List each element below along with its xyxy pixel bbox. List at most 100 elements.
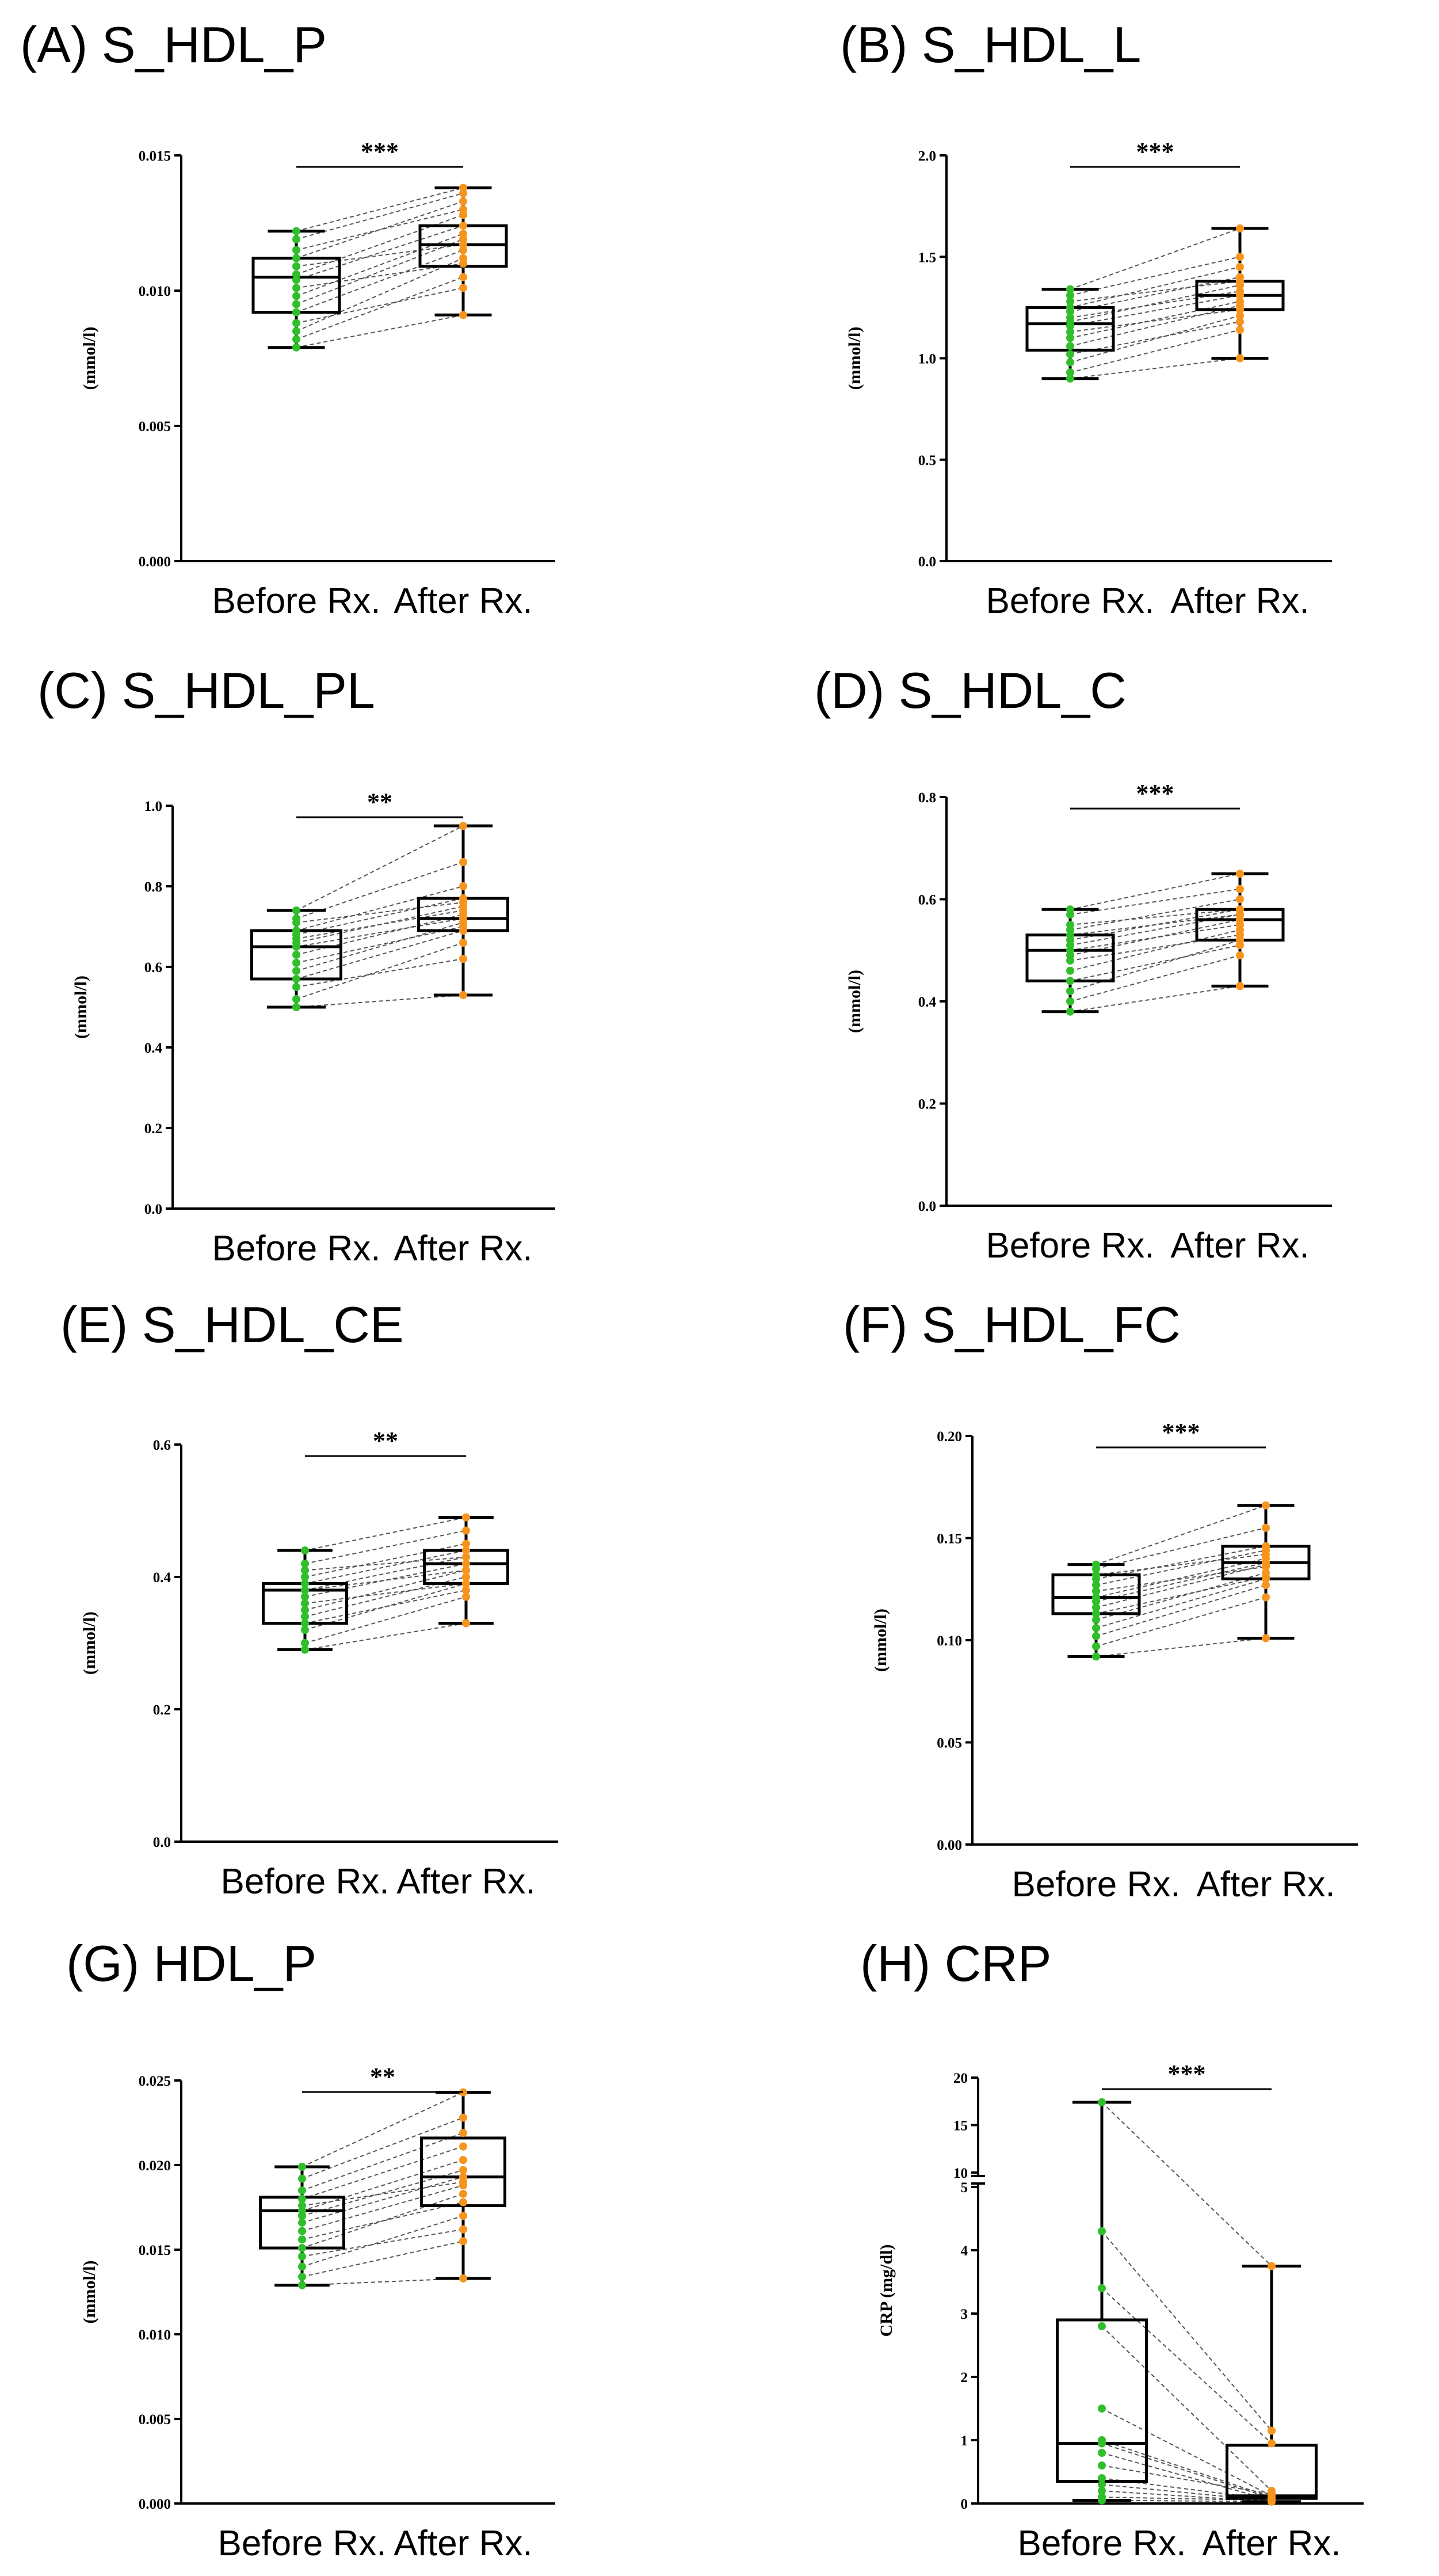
point-before (301, 1606, 309, 1614)
y-tick-label: 0.6 (144, 960, 162, 975)
y-axis-label: (mmol/l) (871, 1609, 890, 1672)
point-after (459, 241, 467, 249)
paired-line (301, 2159, 464, 2212)
point-after (459, 906, 467, 914)
paired-line (296, 942, 464, 1000)
point-after (459, 2189, 467, 2198)
point-before (298, 2273, 306, 2281)
point-before (1098, 2227, 1106, 2235)
paired-line (1101, 2440, 1272, 2498)
paired-line (304, 1596, 467, 1644)
point-before (298, 2201, 306, 2210)
point-after (459, 2274, 467, 2282)
paired-line (296, 200, 464, 259)
y-tick-label: 0.0 (144, 1202, 162, 1217)
paired-line (296, 918, 464, 947)
paired-line (301, 2091, 464, 2167)
panel-title: (C) S_HDL_PL (37, 662, 375, 719)
point-before (1066, 297, 1074, 306)
panel-d: (D) S_HDL_C 0.0 0.2 0.4 0.6 0.8 (mmol/l) Before… (719, 639, 1438, 1278)
point-after (1262, 1542, 1270, 1550)
point-after (1268, 2426, 1276, 2435)
y-axis-label: CRP (mg/dl) (877, 2245, 896, 2337)
point-after (1236, 326, 1244, 334)
y-tick-label: 0.6 (918, 893, 936, 908)
point-before (1092, 1581, 1100, 1590)
y-tick-label: 0.8 (144, 879, 162, 895)
point-before (1066, 334, 1074, 342)
point-before (1066, 997, 1074, 1005)
paired-line (1096, 1578, 1266, 1629)
point-before (292, 1003, 300, 1011)
panel-title: (F) S_HDL_FC (843, 1296, 1181, 1353)
point-after (459, 882, 467, 890)
y-tick-label: 0.0 (918, 1199, 936, 1214)
box-iqr (1056, 2318, 1148, 2483)
paired-line (1070, 329, 1240, 374)
paired-line (304, 1622, 467, 1651)
point-after (459, 898, 467, 906)
chart-svg: (H) CRP 0 1 2 3 4 510 15 20 CRP (mg/dl) Before Rx.… (860, 1935, 1364, 2563)
point-before (292, 292, 300, 300)
point-before (1092, 1593, 1100, 1602)
paired-line (1070, 276, 1240, 313)
y-tick-label: 4 (961, 2243, 968, 2259)
paired-line (304, 1550, 467, 1584)
paired-line (296, 187, 464, 232)
paired-line (1101, 2231, 1272, 2432)
point-before (292, 914, 300, 923)
x-category-label: Before Rx. (1012, 1865, 1181, 1904)
paired-line (296, 276, 464, 340)
paired-line (1070, 300, 1240, 339)
y-tick-label: 2 (961, 2370, 968, 2386)
y-tick-label: 1.5 (918, 250, 936, 265)
x-category-label: Before Rx. (1018, 2524, 1186, 2563)
x-category-label: After Rx. (1170, 581, 1309, 621)
y-tick-label: 0.4 (153, 1570, 171, 1586)
point-before (1098, 2461, 1106, 2470)
point-before (301, 1626, 309, 1634)
point-after (462, 1560, 470, 1568)
point-after (459, 914, 467, 923)
paired-line (301, 2215, 464, 2268)
point-after (1236, 982, 1244, 990)
paired-line (1070, 280, 1240, 302)
point-after (462, 1566, 470, 1575)
y-axis-label: (mmol/l) (80, 327, 99, 390)
paired-line (1070, 295, 1240, 327)
point-after (459, 2198, 467, 2207)
point-before (298, 2174, 306, 2183)
paired-line (1070, 914, 1240, 936)
point-after (459, 2142, 467, 2151)
paired-line (296, 930, 464, 980)
y-tick-label: 1.0 (144, 799, 162, 814)
point-before (301, 1619, 309, 1628)
chart-svg: (C) S_HDL_PL 0.0 0.2 0.4 0.6 0.8 1.0 (mmol/l) Be… (37, 662, 555, 1268)
paired-line (296, 898, 464, 935)
point-after (462, 1539, 470, 1548)
point-before (298, 2186, 306, 2195)
point-before (1066, 966, 1074, 975)
point-after (459, 2212, 467, 2220)
paired-line (301, 2146, 464, 2200)
significance-label: *** (1162, 1418, 1200, 1446)
point-before (301, 1586, 309, 1594)
paired-line (296, 886, 464, 931)
x-category-label: After Rx. (394, 1229, 532, 1268)
paired-line (1096, 1562, 1266, 1602)
point-before (1066, 905, 1074, 914)
paired-line (1070, 315, 1240, 363)
point-after (462, 1573, 470, 1581)
paired-line (296, 958, 464, 988)
point-after (1236, 318, 1244, 326)
y-tick-label: 0.005 (139, 2412, 171, 2428)
paired-line (1096, 1527, 1266, 1569)
point-before (1098, 2474, 1106, 2482)
panel-a: (A) S_HDL_P 0.000 0.005 0.010 0.015 (mmol/l) B… (0, 0, 719, 639)
y-tick-label: 2.0 (918, 148, 936, 164)
point-after (1236, 941, 1244, 950)
point-after (1262, 1550, 1270, 1558)
point-after (1236, 311, 1244, 320)
point-before (1098, 2487, 1106, 2495)
point-after (1236, 287, 1244, 296)
